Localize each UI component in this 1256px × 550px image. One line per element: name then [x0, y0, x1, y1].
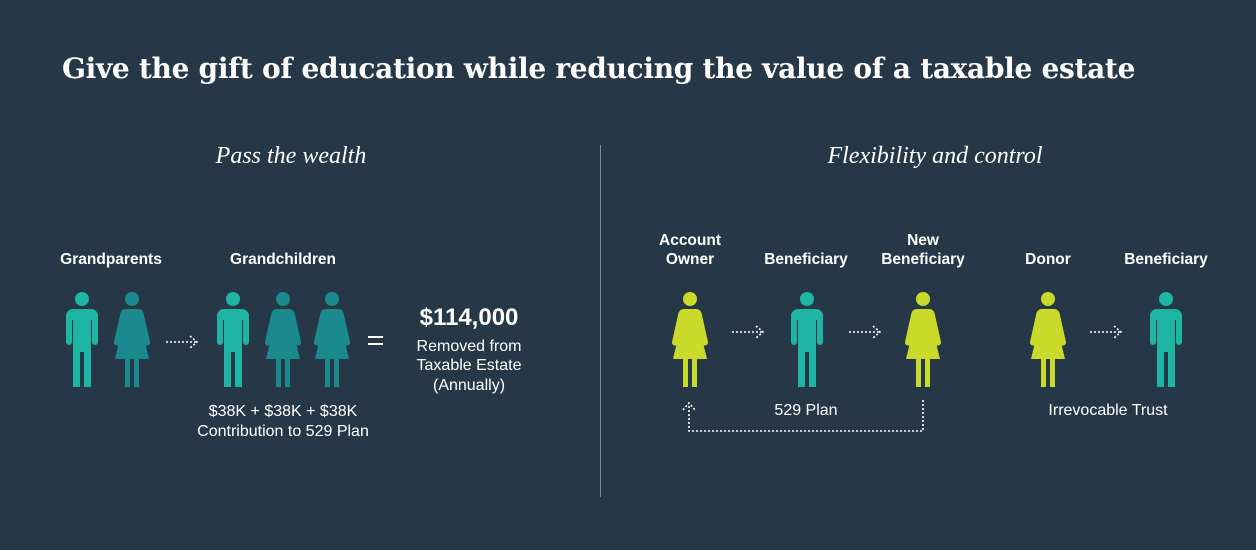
- dotted-arrow-icon: [849, 325, 882, 339]
- section-divider: [600, 145, 601, 497]
- trust-beneficiary-label: Beneficiary: [1124, 251, 1208, 268]
- dotted-arrow-icon: [1090, 325, 1123, 339]
- beneficiary-label: Beneficiary: [764, 251, 848, 268]
- grandparents-label: Grandparents: [60, 251, 162, 268]
- account-owner-label-1: Account: [659, 232, 721, 249]
- removed-line-1: Removed from: [416, 338, 522, 355]
- page-title: Give the gift of education while reducin…: [62, 52, 1136, 85]
- trust-label: Irrevocable Trust: [1048, 402, 1168, 419]
- equals-sign-icon: [368, 336, 383, 350]
- trust-beneficiary-figure-icon: [1146, 292, 1186, 388]
- removed-line-2: Taxable Estate: [416, 357, 522, 374]
- donor-label: Donor: [1025, 251, 1071, 268]
- grandchildren-label: Grandchildren: [230, 251, 336, 268]
- dotted-arrow-icon: [166, 335, 199, 349]
- new-beneficiary-label-2: Beneficiary: [881, 251, 965, 268]
- removed-line-3: (Annually): [432, 377, 506, 394]
- plan-label: 529 Plan: [774, 402, 838, 419]
- amount-value: $114,000: [419, 304, 519, 331]
- flexibility-heading: Flexibility and control: [827, 143, 1043, 169]
- pass-wealth-heading: Pass the wealth: [215, 143, 367, 169]
- donor-figure-icon: [1028, 292, 1068, 388]
- account-owner-label-2: Owner: [665, 251, 715, 268]
- contribution-caption: Contribution to 529 Plan: [197, 423, 369, 440]
- dotted-arrow-icon: [732, 325, 765, 339]
- contribution-amounts: $38K + $38K + $38K: [208, 403, 358, 420]
- new-beneficiary-label-1: New: [907, 232, 939, 249]
